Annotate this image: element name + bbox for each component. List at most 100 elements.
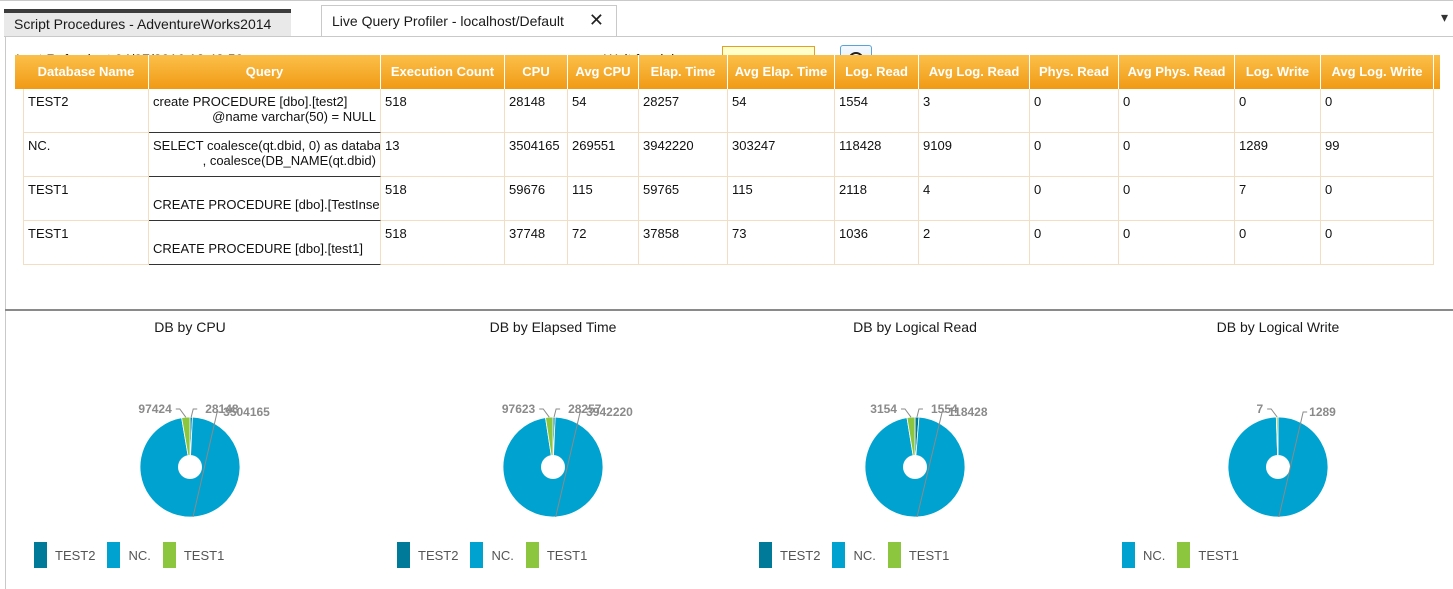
- column-header[interactable]: Elap. Time: [639, 55, 728, 89]
- pie-label-leader: [916, 408, 923, 418]
- pie-slice-label: 1289: [1309, 405, 1336, 419]
- table-row[interactable]: TEST2 create PROCEDURE [dbo].[test2] @name…: [15, 89, 1440, 133]
- tab-label: Live Query Profiler - localhost/Default: [332, 13, 564, 29]
- legend-swatch: [525, 542, 539, 568]
- cell-db: TEST1: [24, 221, 149, 265]
- legend-swatch: [887, 542, 901, 568]
- pie-slice-label: 97424: [138, 402, 172, 416]
- cell-avg-pread: 0: [1119, 133, 1235, 177]
- pie-label-leader: [553, 408, 561, 418]
- cell-lwrite: 0: [1235, 221, 1321, 265]
- chart-legend: NC. TEST1: [1122, 542, 1251, 568]
- cell-avg-lwrite: 0: [1321, 89, 1434, 133]
- legend-item: NC.: [107, 542, 151, 568]
- pie-label-leader: [916, 411, 947, 518]
- legend-swatch: [162, 542, 176, 568]
- pie-slice-label: 28257: [568, 402, 602, 416]
- cell-elap: 37858: [639, 221, 728, 265]
- legend-label: TEST2: [55, 547, 96, 563]
- pie-label-leader: [1278, 411, 1308, 518]
- column-header[interactable]: CPU: [505, 55, 568, 89]
- table-row[interactable]: NC. SELECT coalesce(qt.dbid, 0) as databa…: [15, 133, 1440, 177]
- cell-avg-lread: 9109: [919, 133, 1030, 177]
- column-header[interactable]: Avg Elap. Time: [728, 55, 835, 89]
- pie-label-leader: [555, 411, 585, 518]
- legend-label: TEST2: [780, 547, 821, 563]
- legend-item: TEST1: [887, 542, 949, 568]
- column-header[interactable]: Database Name: [24, 55, 149, 89]
- pie-slice-label: 28148: [205, 402, 239, 416]
- table-row[interactable]: TEST1 CREATE PROCEDURE [dbo].[test1] 518 3…: [15, 221, 1440, 265]
- cell-cpu: 28148: [505, 89, 568, 133]
- legend-item: TEST1: [525, 542, 588, 568]
- legend-swatch: [34, 542, 47, 568]
- column-header[interactable]: Avg Phys. Read: [1119, 55, 1235, 89]
- legend-item: TEST2: [34, 542, 95, 568]
- column-header[interactable]: Avg Log. Write: [1321, 55, 1434, 89]
- legend-swatch: [107, 542, 121, 568]
- legend-swatch: [1177, 542, 1191, 568]
- cell-lwrite: 1289: [1235, 133, 1321, 177]
- cell-lread: 118428: [835, 133, 919, 177]
- cell-exec: 518: [381, 221, 505, 265]
- legend-item: NC.: [470, 542, 514, 568]
- legend-item: TEST1: [162, 542, 225, 568]
- splitter[interactable]: [5, 309, 1453, 311]
- query-line-2: CREATE PROCEDURE [dbo].[TestInsert: [153, 197, 381, 212]
- column-header[interactable]: Phys. Read: [1030, 55, 1119, 89]
- cell-elap: 28257: [639, 89, 728, 133]
- pie-slice-test1[interactable]: [906, 416, 916, 468]
- legend-item: NC.: [832, 542, 876, 568]
- legend-label: TEST1: [183, 547, 225, 563]
- legend-swatch: [1122, 542, 1135, 568]
- grid-header: Database Name Query Execution Count CPU Avg …: [15, 55, 1440, 89]
- pie-slice-label: 7: [1256, 402, 1263, 416]
- cell-lread: 1554: [835, 89, 919, 133]
- column-header[interactable]: Log. Write: [1235, 55, 1321, 89]
- cell-cpu: 3504165: [505, 133, 568, 177]
- tab-bar-border: [0, 0, 1453, 1]
- query-cell: CREATE PROCEDURE [dbo].[TestInsert: [149, 177, 381, 221]
- cell-avg-pread: 0: [1119, 221, 1235, 265]
- tab-live-query-profiler[interactable]: Live Query Profiler - localhost/Default …: [321, 5, 617, 37]
- pie-slice-nc[interactable]: [502, 416, 604, 518]
- legend-label: NC.: [128, 547, 151, 563]
- cell-exec: 518: [381, 177, 505, 221]
- query-line-1: [153, 226, 376, 241]
- cell-avg-lwrite: 0: [1321, 221, 1434, 265]
- cell-lwrite: 7: [1235, 177, 1321, 221]
- column-header[interactable]: Avg Log. Read: [919, 55, 1030, 89]
- cell-avg-elap: 303247: [728, 133, 835, 177]
- cell-avg-cpu: 269551: [568, 133, 639, 177]
- legend-label: TEST1: [1198, 547, 1239, 563]
- document-tab-bar: Script Procedures - AdventureWorks2014 L…: [0, 0, 1453, 37]
- tab-underline: [4, 36, 1453, 37]
- column-header[interactable]: Execution Count: [381, 55, 505, 89]
- tab-script-procedures[interactable]: Script Procedures - AdventureWorks2014: [4, 9, 291, 37]
- legend-swatch: [397, 542, 410, 568]
- legend-label: TEST1: [546, 547, 588, 563]
- pie-label-leader: [190, 408, 198, 418]
- column-header[interactable]: Log. Read: [835, 55, 919, 89]
- cell-avg-cpu: 115: [568, 177, 639, 221]
- pie-hole: [178, 455, 202, 479]
- legend-item: TEST1: [1177, 542, 1239, 568]
- column-header[interactable]: Query: [149, 55, 381, 89]
- column-header[interactable]: Avg CPU: [568, 55, 639, 89]
- legend-item: NC.: [1122, 542, 1165, 568]
- cell-db: TEST1: [24, 177, 149, 221]
- cell-elap: 3942220: [639, 133, 728, 177]
- pie-slice-test1[interactable]: [545, 416, 554, 468]
- query-line-2: CREATE PROCEDURE [dbo].[test1]: [153, 241, 363, 256]
- cell-lwrite: 0: [1235, 89, 1321, 133]
- chart-db-by-cpu: DB by CPU 28148 3504165 97424 TEST2 NC. TEST…: [10, 312, 370, 589]
- cell-avg-lread: 4: [919, 177, 1030, 221]
- tab-overflow-icon[interactable]: ▾: [1441, 9, 1449, 25]
- close-icon[interactable]: ✕: [588, 10, 604, 30]
- cell-pread: 0: [1030, 221, 1119, 265]
- table-row[interactable]: TEST1 CREATE PROCEDURE [dbo].[TestInsert…: [15, 177, 1440, 221]
- pie-label-leader: [175, 408, 187, 418]
- cell-lread: 1036: [835, 221, 919, 265]
